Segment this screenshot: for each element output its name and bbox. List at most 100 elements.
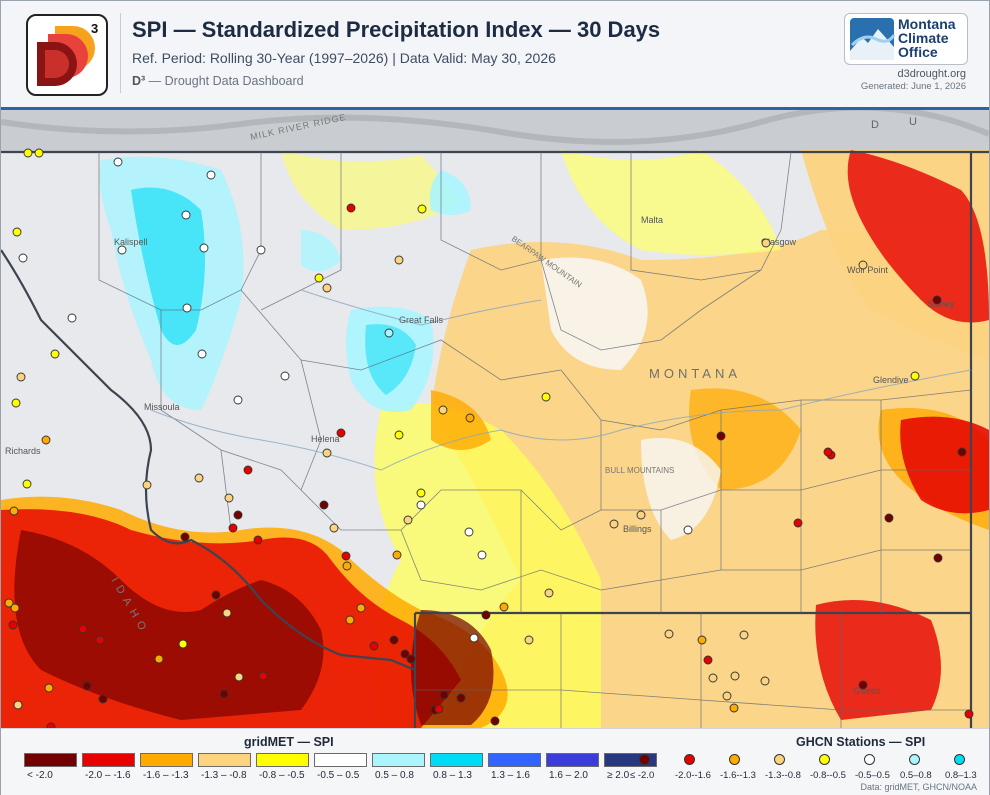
ghcn-station-marker[interactable] (224, 493, 234, 503)
ghcn-station-marker[interactable] (322, 283, 332, 293)
ghcn-station-marker[interactable] (389, 635, 399, 645)
ghcn-station-marker[interactable] (439, 690, 449, 700)
ghcn-station-marker[interactable] (823, 447, 833, 457)
ghcn-station-marker[interactable] (178, 639, 188, 649)
ghcn-station-marker[interactable] (22, 479, 32, 489)
ghcn-station-marker[interactable] (400, 649, 410, 659)
ghcn-station-marker[interactable] (258, 671, 268, 681)
ghcn-station-marker[interactable] (434, 704, 444, 714)
ghcn-station-marker[interactable] (416, 488, 426, 498)
ghcn-station-marker[interactable] (50, 349, 60, 359)
ghcn-station-marker[interactable] (233, 510, 243, 520)
ghcn-station-marker[interactable] (18, 253, 28, 263)
ghcn-station-marker[interactable] (256, 245, 266, 255)
ghcn-station-marker[interactable] (194, 473, 204, 483)
ghcn-station-marker[interactable] (95, 635, 105, 645)
spi-map-canvas[interactable]: Kalispell Missoula Helena Great Falls Ma… (1, 110, 989, 728)
ghcn-station-marker[interactable] (957, 447, 967, 457)
ghcn-station-marker[interactable] (211, 590, 221, 600)
ghcn-station-marker[interactable] (12, 227, 22, 237)
ghcn-station-marker[interactable] (722, 691, 732, 701)
ghcn-station-marker[interactable] (858, 680, 868, 690)
ghcn-station-marker[interactable] (8, 620, 18, 630)
ghcn-station-marker[interactable] (481, 610, 491, 620)
ghcn-station-marker[interactable] (469, 633, 479, 643)
ghcn-station-marker[interactable] (394, 255, 404, 265)
ghcn-station-marker[interactable] (356, 603, 366, 613)
ghcn-station-marker[interactable] (78, 624, 88, 634)
ghcn-station-marker[interactable] (280, 371, 290, 381)
ghcn-station-marker[interactable] (524, 635, 534, 645)
ghcn-station-marker[interactable] (346, 203, 356, 213)
ghcn-station-marker[interactable] (964, 709, 974, 719)
ghcn-station-marker[interactable] (609, 519, 619, 529)
ghcn-station-marker[interactable] (154, 654, 164, 664)
spi-map[interactable]: Kalispell Missoula Helena Great Falls Ma… (1, 110, 989, 728)
ghcn-station-marker[interactable] (44, 683, 54, 693)
ghcn-station-marker[interactable] (16, 372, 26, 382)
ghcn-station-marker[interactable] (417, 204, 427, 214)
ghcn-station-marker[interactable] (342, 561, 352, 571)
ghcn-station-marker[interactable] (67, 313, 77, 323)
ghcn-station-marker[interactable] (456, 693, 466, 703)
ghcn-station-marker[interactable] (336, 428, 346, 438)
ghcn-station-marker[interactable] (219, 689, 229, 699)
d3-logo[interactable]: 3 (26, 14, 108, 96)
ghcn-station-marker[interactable] (392, 550, 402, 560)
ghcn-station-marker[interactable] (683, 525, 693, 535)
ghcn-station-marker[interactable] (113, 157, 123, 167)
ghcn-station-marker[interactable] (142, 480, 152, 490)
ghcn-station-marker[interactable] (199, 243, 209, 253)
ghcn-station-marker[interactable] (499, 602, 509, 612)
ghcn-station-marker[interactable] (403, 515, 413, 525)
ghcn-station-marker[interactable] (703, 655, 713, 665)
ghcn-station-marker[interactable] (465, 413, 475, 423)
ghcn-station-marker[interactable] (234, 672, 244, 682)
ghcn-station-marker[interactable] (46, 722, 56, 728)
ghcn-station-marker[interactable] (636, 510, 646, 520)
ghcn-station-marker[interactable] (181, 210, 191, 220)
ghcn-station-marker[interactable] (314, 273, 324, 283)
ghcn-station-marker[interactable] (329, 523, 339, 533)
ghcn-station-marker[interactable] (761, 238, 771, 248)
ghcn-station-marker[interactable] (438, 405, 448, 415)
ghcn-station-marker[interactable] (760, 676, 770, 686)
ghcn-station-marker[interactable] (197, 349, 207, 359)
ghcn-station-marker[interactable] (477, 550, 487, 560)
ghcn-station-marker[interactable] (222, 608, 232, 618)
ghcn-station-marker[interactable] (23, 148, 33, 158)
ghcn-station-marker[interactable] (541, 392, 551, 402)
ghcn-station-marker[interactable] (739, 630, 749, 640)
ghcn-station-marker[interactable] (697, 635, 707, 645)
ghcn-station-marker[interactable] (233, 395, 243, 405)
ghcn-station-marker[interactable] (416, 500, 426, 510)
ghcn-station-marker[interactable] (933, 553, 943, 563)
ghcn-station-marker[interactable] (708, 673, 718, 683)
ghcn-station-marker[interactable] (345, 615, 355, 625)
ghcn-station-marker[interactable] (117, 245, 127, 255)
ghcn-station-marker[interactable] (206, 170, 216, 180)
ghcn-station-marker[interactable] (180, 532, 190, 542)
ghcn-station-marker[interactable] (82, 681, 92, 691)
ghcn-station-marker[interactable] (394, 430, 404, 440)
site-url[interactable]: d3drought.org (897, 68, 967, 80)
ghcn-station-marker[interactable] (11, 398, 21, 408)
ghcn-station-marker[interactable] (228, 523, 238, 533)
ghcn-station-marker[interactable] (182, 303, 192, 313)
ghcn-station-marker[interactable] (490, 716, 500, 726)
ghcn-station-marker[interactable] (793, 518, 803, 528)
ghcn-station-marker[interactable] (932, 295, 942, 305)
ghcn-station-marker[interactable] (406, 654, 416, 664)
ghcn-station-marker[interactable] (384, 328, 394, 338)
ghcn-station-marker[interactable] (369, 641, 379, 651)
ghcn-station-marker[interactable] (544, 588, 554, 598)
montana-climate-office-logo[interactable]: Montana Climate Office (844, 13, 968, 65)
ghcn-station-marker[interactable] (13, 700, 23, 710)
ghcn-station-marker[interactable] (910, 371, 920, 381)
ghcn-station-marker[interactable] (34, 148, 44, 158)
ghcn-station-marker[interactable] (41, 435, 51, 445)
ghcn-station-marker[interactable] (243, 465, 253, 475)
ghcn-station-marker[interactable] (319, 500, 329, 510)
ghcn-station-marker[interactable] (10, 603, 20, 613)
ghcn-station-marker[interactable] (98, 694, 108, 704)
